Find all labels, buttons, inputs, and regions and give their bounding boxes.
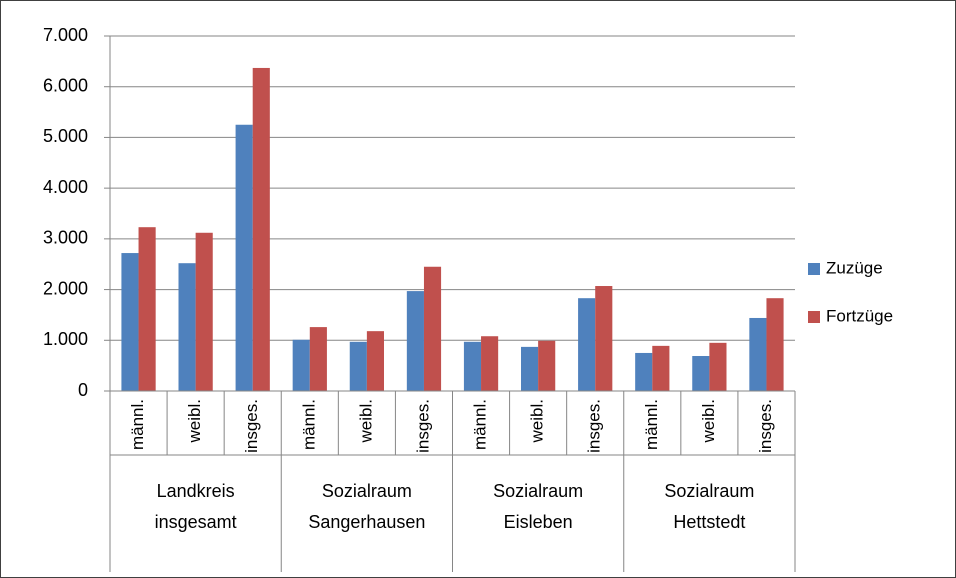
y-tick-label: 4.000 [43,177,88,197]
legend-label: Fortzüge [826,306,893,325]
bar [195,232,213,391]
x-tick-label: männl. [128,399,147,450]
bar [538,340,556,391]
bar [349,341,367,391]
bar [652,345,670,391]
bar [463,341,482,391]
bar [481,336,499,391]
bar [309,327,327,391]
group-label: Hettstedt [673,512,745,532]
x-tick-label: männl. [299,399,318,450]
y-tick-label: 3.000 [43,228,88,248]
bar [366,331,384,391]
group-label: Eisleben [504,512,573,532]
x-tick-label: männl. [642,399,661,450]
bar [121,253,139,391]
bar [709,342,727,391]
bar [252,67,270,391]
bar [521,346,539,391]
bar [235,124,253,391]
bar [178,263,196,391]
legend-label: Zuzüge [826,258,883,277]
x-tick-label: männl. [471,399,490,450]
x-tick-label: insges. [756,399,775,453]
bar [406,291,424,391]
y-tick-label: 1.000 [43,329,88,349]
x-tick-label: weibl. [528,399,547,443]
x-tick-label: weibl. [699,399,718,443]
group-label: Sozialraum [493,481,583,501]
bar [423,266,442,391]
group-label: insgesamt [155,512,237,532]
bar [292,339,310,391]
y-tick-label: 7.000 [43,25,88,45]
bar [138,227,156,391]
x-tick-label: weibl. [185,399,204,443]
bar [692,356,710,391]
x-tick-label: weibl. [356,399,375,443]
group-label: Sozialraum [322,481,412,501]
bar [766,298,784,391]
y-tick-label: 0 [78,380,88,400]
x-tick-label: insges. [242,399,261,453]
bar [578,298,596,391]
bar [595,286,613,391]
group-label: Sangerhausen [308,512,425,532]
legend-swatch [808,263,820,275]
y-tick-label: 5.000 [43,126,88,146]
y-tick-label: 2.000 [43,278,88,298]
y-tick-label: 6.000 [43,75,88,95]
legend-swatch [808,311,820,323]
bar [635,352,653,391]
x-tick-label: insges. [585,399,604,453]
x-tick-label: insges. [413,399,432,453]
group-label: Sozialraum [664,481,754,501]
bar [749,317,767,391]
group-label: Landkreis [157,481,235,501]
